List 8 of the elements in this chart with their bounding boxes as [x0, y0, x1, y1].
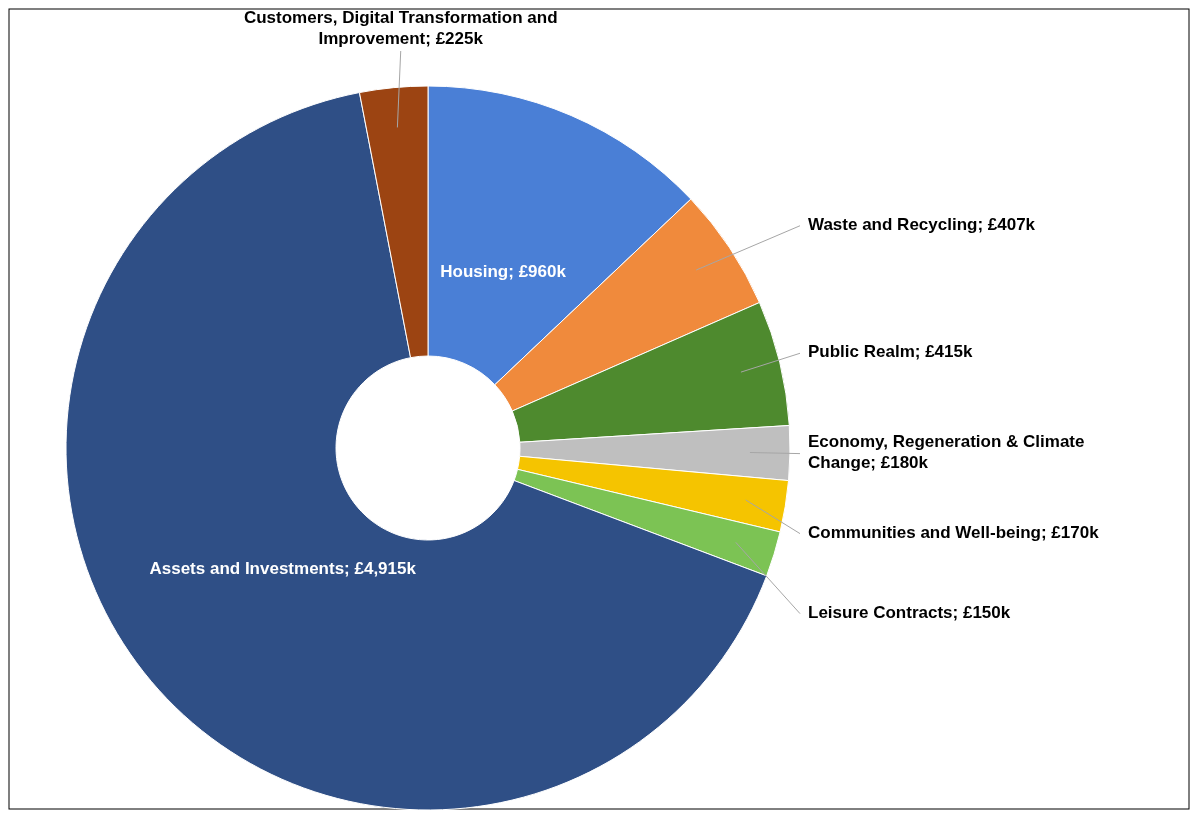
slice-label: Customers, Digital Transformation and Improvement; £225k — [243, 8, 558, 49]
slice-label: Public Realm; £415k — [808, 342, 973, 362]
slice-label: Waste and Recycling; £407k — [808, 215, 1036, 235]
slice-label: Assets and Investments; £4,915k — [149, 559, 417, 579]
slice-label: Leisure Contracts; £150k — [808, 603, 1011, 623]
slice-label: Economy, Regeneration & Climate Change; £180k — [808, 432, 1085, 473]
slice-label: Housing; £960k — [440, 262, 567, 282]
slice-label: Communities and Well-being; £170k — [808, 523, 1100, 543]
